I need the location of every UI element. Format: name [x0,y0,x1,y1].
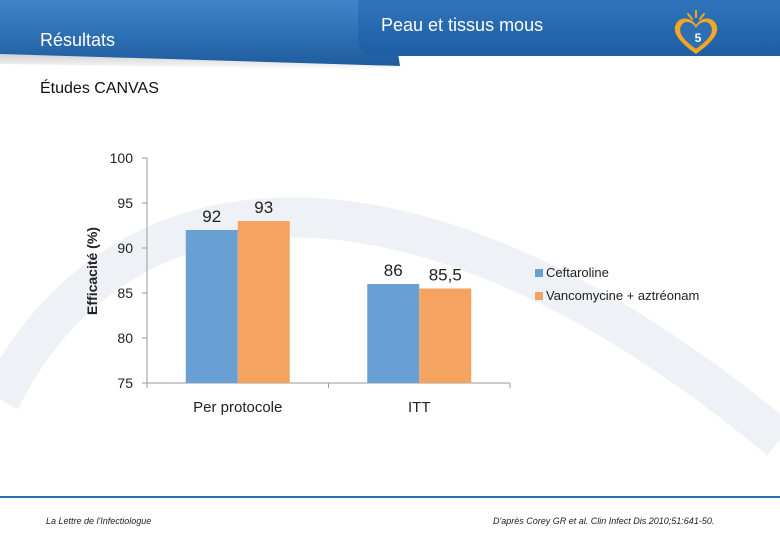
page-heading: Peau et tissus mous [381,15,544,35]
y-tick-label: 75 [117,375,133,391]
category-labels: Per protocole ITT [193,399,430,416]
background-swoosh [0,197,780,456]
footer-journal: La Lettre de l'Infectiologue [46,516,152,526]
chart-subtitle: Études CANVAS [40,80,159,97]
category-label: Per protocole [193,399,282,416]
bar-ceftaroline-1 [185,230,238,383]
bars [185,221,472,383]
y-tick-label: 95 [117,195,133,211]
legend: Ceftaroline Vancomycine + aztréonam [535,265,699,303]
legend-label: Ceftaroline [546,265,609,280]
legend-label: Vancomycine + aztréonam [546,288,699,303]
bar-vancomycine-1 [237,221,290,383]
bar-vancomycine-2 [419,288,472,383]
footer-divider [0,496,780,498]
section-banner [0,0,400,66]
bar-ceftaroline-2 [367,284,420,383]
legend-swatch [535,269,543,277]
page-number: 5 [694,31,702,45]
category-label: ITT [408,399,431,416]
bar-value-label: 93 [254,198,273,217]
y-axis-title: Efficacité (%) [84,227,100,315]
x-axis [146,382,511,388]
y-axis: 75 80 85 90 95 100 [110,150,148,391]
footer-citation: D'après Corey GR et al. Clin Infect Dis … [493,516,715,526]
y-tick-label: 90 [117,240,133,256]
y-tick-label: 80 [117,330,133,346]
bar-labels: 92 93 86 85,5 [202,198,462,285]
heart-logo-icon [674,10,718,54]
bar-value-label: 86 [384,261,403,280]
bar-value-label: 92 [202,207,221,226]
y-tick-label: 100 [110,150,134,166]
legend-swatch [535,292,543,300]
section-title: Résultats [40,30,116,50]
bar-value-label: 85,5 [429,266,462,285]
y-tick-label: 85 [117,285,133,301]
